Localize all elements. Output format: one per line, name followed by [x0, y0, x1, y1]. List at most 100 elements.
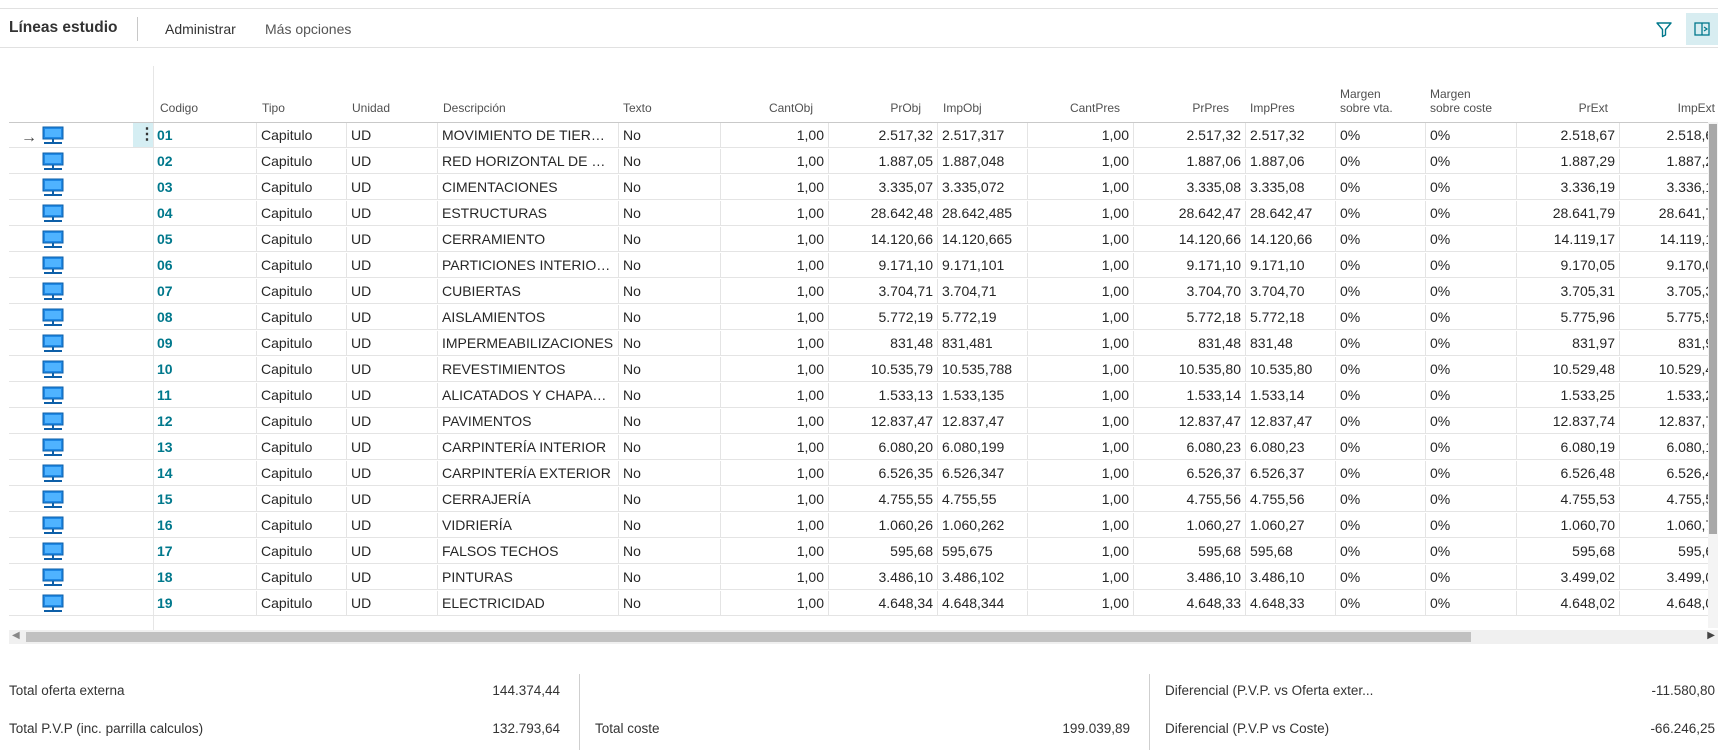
row-indicator[interactable]	[9, 435, 153, 460]
cell-impobj: 4.755,55	[937, 487, 1027, 512]
cell-impext: 14.119,17	[1619, 227, 1718, 252]
table-row[interactable]: 12 Capitulo UD PAVIMENTOS No 1,00 12.837,47 12.…	[0, 409, 1718, 435]
cell-codigo[interactable]: 11	[153, 383, 256, 408]
cell-codigo[interactable]: 07	[153, 279, 256, 304]
table-row[interactable]: 09 Capitulo UD IMPERMEABILIZACIONES No 1,00 83…	[0, 331, 1718, 357]
horizontal-scroll-thumb[interactable]	[26, 632, 1471, 642]
cell-codigo[interactable]: 14	[153, 461, 256, 486]
cell-prpres: 831,48	[1133, 331, 1245, 356]
row-indicator[interactable]	[9, 331, 153, 356]
details-pane-toggle[interactable]	[1686, 13, 1718, 45]
table-row[interactable]: 19 Capitulo UD ELECTRICIDAD No 1,00 4.648,34 4.…	[0, 591, 1718, 617]
cell-codigo[interactable]: 04	[153, 201, 256, 226]
cell-cantpres: 1,00	[1027, 409, 1133, 434]
cell-codigo[interactable]: 17	[153, 539, 256, 564]
vertical-scrollbar[interactable]	[1708, 122, 1718, 628]
cell-cantpres: 1,00	[1027, 201, 1133, 226]
vertical-scroll-thumb[interactable]	[1709, 124, 1717, 534]
table-row[interactable]: 08 Capitulo UD AISLAMIENTOS No 1,00 5.772,19 5.…	[0, 305, 1718, 331]
cell-codigo[interactable]: 08	[153, 305, 256, 330]
cell-codigo[interactable]: 02	[153, 149, 256, 174]
table-row[interactable]: 18 Capitulo UD PINTURAS No 1,00 3.486,10 3.486,…	[0, 565, 1718, 591]
table-row[interactable]: 14 Capitulo UD CARPINTERÍA EXTERIOR No 1,00 6.…	[0, 461, 1718, 487]
row-indicator[interactable]	[9, 539, 153, 564]
row-indicator[interactable]	[9, 513, 153, 538]
cell-descripcion: RED HORIZONTAL DE SANEAMIENTO	[437, 149, 618, 174]
scroll-right-arrow-icon[interactable]: ▶	[1707, 630, 1715, 641]
cell-unidad: UD	[346, 227, 437, 252]
col-header-descripcion[interactable]: Descripción	[443, 101, 506, 115]
col-header-cantpres[interactable]: CantPres	[1069, 101, 1120, 115]
table-row[interactable]: 13 Capitulo UD CARPINTERÍA INTERIOR No 1,00 6.…	[0, 435, 1718, 461]
cell-codigo[interactable]: 19	[153, 591, 256, 616]
row-indicator[interactable]	[9, 487, 153, 512]
cell-codigo[interactable]: 01	[153, 123, 256, 148]
cell-probj: 4.755,55	[828, 487, 937, 512]
cell-descripcion: MOVIMIENTO DE TIERRAS	[437, 123, 618, 148]
cell-codigo[interactable]: 13	[153, 435, 256, 460]
cell-codigo[interactable]: 16	[153, 513, 256, 538]
table-row[interactable]: 07 Capitulo UD CUBIERTAS No 1,00 3.704,71 3.704…	[0, 279, 1718, 305]
table-row[interactable]: 06 Capitulo UD PARTICIONES INTERIORES No 1,00…	[0, 253, 1718, 279]
table-row[interactable]: 10 Capitulo UD REVESTIMIENTOS No 1,00 10.535,7…	[0, 357, 1718, 383]
table-row[interactable]: 16 Capitulo UD VIDRIERÍA No 1,00 1.060,26 1.060…	[0, 513, 1718, 539]
scroll-left-arrow-icon[interactable]: ◀	[12, 630, 20, 641]
table-row[interactable]: 11 Capitulo UD ALICATADOS Y CHAPADOS No 1,00 1…	[0, 383, 1718, 409]
row-indicator[interactable]	[9, 201, 153, 226]
cell-prpres: 3.704,70	[1133, 279, 1245, 304]
col-header-margen-vta[interactable]: Margen sobre vta.	[1340, 87, 1393, 115]
row-indicator[interactable]	[9, 357, 153, 382]
cell-codigo[interactable]: 18	[153, 565, 256, 590]
col-header-margen-coste[interactable]: Margen sobre coste	[1430, 87, 1492, 115]
cell-codigo[interactable]: 15	[153, 487, 256, 512]
cell-prext: 3.499,02	[1516, 565, 1619, 590]
horizontal-scrollbar[interactable]: ◀ ▶	[9, 630, 1718, 644]
cell-codigo[interactable]: 06	[153, 253, 256, 278]
col-header-texto[interactable]: Texto	[623, 101, 652, 115]
col-header-prext[interactable]: PrExt	[1578, 101, 1608, 115]
table-row[interactable]: 15 Capitulo UD CERRAJERÍA No 1,00 4.755,55 4.75…	[0, 487, 1718, 513]
col-header-impext[interactable]: ImpExt	[1677, 101, 1715, 115]
table-row[interactable]: 03 Capitulo UD CIMENTACIONES No 1,00 3.335,07 3…	[0, 175, 1718, 201]
cell-descripcion: VIDRIERÍA	[437, 513, 618, 538]
row-indicator[interactable]	[9, 227, 153, 252]
cell-prext: 1.887,29	[1516, 149, 1619, 174]
col-header-codigo[interactable]: Codigo	[160, 101, 199, 115]
row-indicator[interactable]	[9, 149, 153, 174]
filter-button[interactable]	[1650, 15, 1678, 43]
row-indicator[interactable]	[9, 591, 153, 616]
row-indicator[interactable]	[9, 279, 153, 304]
col-header-tipo[interactable]: Tipo	[262, 101, 285, 115]
cell-codigo[interactable]: 05	[153, 227, 256, 252]
row-indicator[interactable]	[9, 175, 153, 200]
cell-codigo[interactable]: 09	[153, 331, 256, 356]
row-indicator[interactable]	[9, 253, 153, 278]
table-row[interactable]: 04 Capitulo UD ESTRUCTURAS No 1,00 28.642,48 28…	[0, 201, 1718, 227]
col-header-unidad[interactable]: Unidad	[352, 101, 391, 115]
cell-cantpres: 1,00	[1027, 591, 1133, 616]
row-indicator[interactable]	[9, 305, 153, 330]
cell-margen-coste: 0%	[1425, 201, 1516, 226]
table-row[interactable]: 05 Capitulo UD CERRAMIENTO No 1,00 14.120,66 14…	[0, 227, 1718, 253]
col-header-probj[interactable]: PrObj	[890, 101, 921, 115]
cell-codigo[interactable]: 03	[153, 175, 256, 200]
col-header-prpres[interactable]: PrPres	[1192, 101, 1229, 115]
more-options-button[interactable]: Más opciones	[265, 21, 352, 37]
table-row[interactable]: 17 Capitulo UD FALSOS TECHOS No 1,00 595,68 595…	[0, 539, 1718, 565]
row-indicator[interactable]	[9, 565, 153, 590]
manage-button[interactable]: Administrar	[165, 21, 236, 37]
cell-codigo[interactable]: 12	[153, 409, 256, 434]
row-indicator[interactable]	[9, 383, 153, 408]
cell-codigo[interactable]: 10	[153, 357, 256, 382]
col-header-impobj[interactable]: ImpObj	[943, 101, 982, 115]
row-actions-menu-icon[interactable]: ⋮	[133, 123, 153, 147]
row-indicator[interactable]	[9, 409, 153, 434]
row-indicator[interactable]: →⋮	[9, 123, 153, 148]
row-indicator[interactable]	[9, 461, 153, 486]
cell-cantpres: 1,00	[1027, 565, 1133, 590]
col-header-cantobj[interactable]: CantObj	[768, 101, 813, 115]
cell-prpres: 9.171,10	[1133, 253, 1245, 278]
col-header-imppres[interactable]: ImpPres	[1250, 101, 1295, 115]
